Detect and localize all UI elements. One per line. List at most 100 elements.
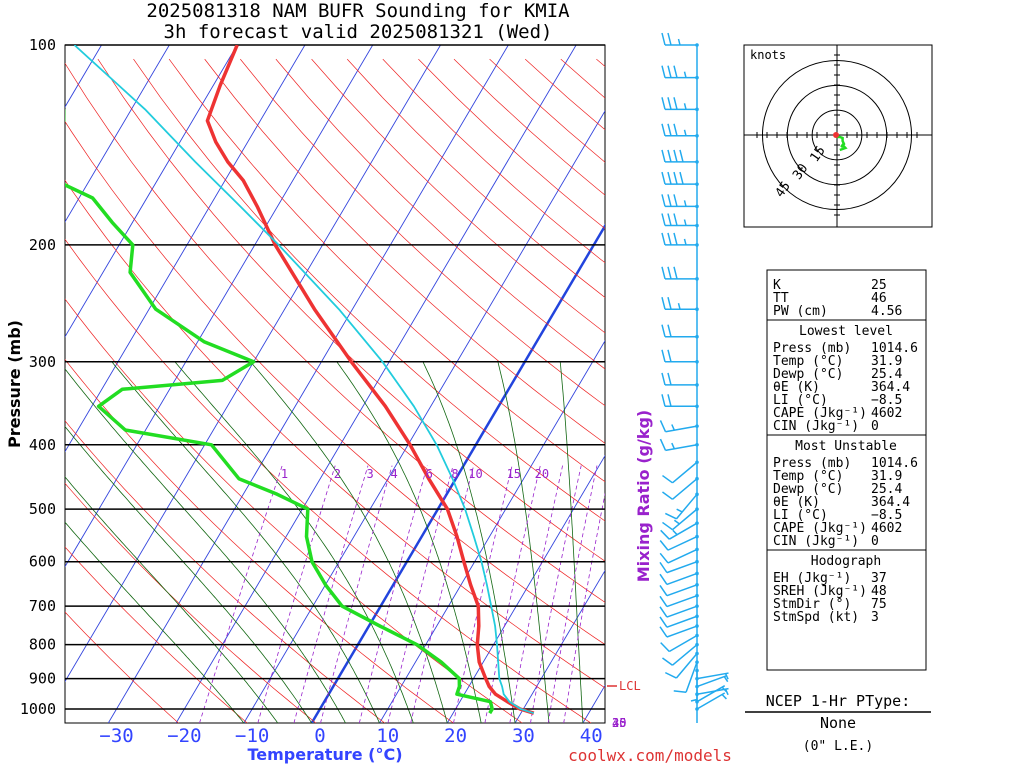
dry-adiabat-line xyxy=(65,482,317,723)
isotherm-line xyxy=(65,45,238,338)
lowest-level-value: 4602 xyxy=(871,406,902,421)
wind-barb-flag xyxy=(659,420,667,433)
dry-adiabat-line xyxy=(275,58,605,370)
most-unstable-value: 1014.6 xyxy=(871,456,918,471)
moist-adiabat-line xyxy=(497,361,550,723)
mixing-ratio-line xyxy=(199,465,283,723)
wind-barb-shaft xyxy=(667,535,698,551)
wind-barb-flag xyxy=(662,521,673,531)
index-top-value: 46 xyxy=(871,291,887,306)
hodograph-ring-label: 45 xyxy=(773,179,794,200)
lowest-level-value: −8.5 xyxy=(871,393,902,408)
wind-barb-flag xyxy=(661,266,666,280)
wind-barb-half-flag xyxy=(683,200,687,207)
mixing-ratio-side-label: 25 xyxy=(612,716,626,730)
lowest-level-label: CIN (Jkg⁻¹) xyxy=(773,419,859,434)
index-top-label: PW (cm) xyxy=(773,304,828,319)
wind-barb-flag xyxy=(662,474,673,484)
wind-barb-shaft xyxy=(665,425,698,433)
most-unstable-label: Press (mb) xyxy=(773,456,851,471)
wind-barb-shaft xyxy=(672,508,698,531)
wind-barb-flag xyxy=(667,372,672,386)
wind-barb xyxy=(690,668,699,703)
moist-adiabat-line xyxy=(174,361,414,723)
wind-barb-flag xyxy=(659,606,668,618)
wind-barb-flag xyxy=(659,552,669,564)
mixing-ratio-line xyxy=(293,465,369,723)
dry-adiabat-line xyxy=(65,120,605,645)
most-unstable-label: CAPE (Jkg⁻¹) xyxy=(773,521,867,536)
wind-barb-flag xyxy=(661,149,666,163)
wind-barb-flag xyxy=(679,171,684,185)
hodograph-trace xyxy=(834,134,848,152)
pressure-tick-label: 300 xyxy=(29,353,56,371)
most-unstable-value: −8.5 xyxy=(871,508,902,523)
wind-barb-shaft xyxy=(696,674,728,688)
mixing-ratio-side-label: 30 xyxy=(612,716,626,730)
wind-barb-flag xyxy=(660,529,670,540)
wind-barb xyxy=(659,438,699,452)
isotherm-line xyxy=(65,45,374,568)
hodograph-stat-value: 75 xyxy=(871,597,887,612)
wind-barb xyxy=(661,213,699,228)
isobar-lines xyxy=(65,44,605,710)
wind-barb-shaft xyxy=(685,661,698,693)
moist-adiabat-line xyxy=(65,425,313,723)
wind-barb-half-flag xyxy=(673,519,680,525)
wind-barb xyxy=(661,372,699,387)
wind-barb-half-flag xyxy=(677,303,681,310)
parcel-trace xyxy=(73,45,535,715)
wind-barb-shaft xyxy=(666,605,698,618)
wind-barb xyxy=(659,624,699,638)
wind-barb xyxy=(695,674,729,689)
wind-barb-flag xyxy=(673,690,687,693)
moist-adiabat-line xyxy=(111,361,380,723)
wind-barb-half-flag xyxy=(676,508,683,513)
mixing-ratio-side-label: 35 xyxy=(612,716,626,730)
wind-barb xyxy=(661,65,699,80)
mixing-ratio-line xyxy=(257,465,336,723)
hodograph-stat-label: EH (Jkg⁻¹) xyxy=(773,571,851,586)
wind-barb-shaft xyxy=(675,493,698,520)
dry-adiabat-line xyxy=(65,358,454,723)
wind-barb-half-flag xyxy=(683,71,687,78)
wind-barb-half-flag xyxy=(724,673,729,680)
wind-barb-flag xyxy=(667,149,672,163)
chart-subtitle: 3h forecast valid 2025081321 (Wed) xyxy=(164,21,553,43)
wind-barb-flag xyxy=(659,616,668,628)
wind-barb-shaft xyxy=(675,653,698,679)
wind-barb-flag xyxy=(659,561,668,574)
wind-barb-flag xyxy=(667,97,672,110)
wind-barb-shaft xyxy=(696,692,726,710)
credit-link[interactable]: coolwx.com/models xyxy=(568,746,732,765)
dewpoint-trace xyxy=(65,109,494,715)
wind-barb-flag xyxy=(661,194,666,207)
most-unstable-value: 364.4 xyxy=(871,495,910,510)
wind-barb-flag xyxy=(661,349,666,362)
mixing-ratio-label: 4 xyxy=(390,467,397,481)
lowest-level-label: CAPE (Jkg⁻¹) xyxy=(773,406,867,421)
chart-title: 2025081318 NAM BUFR Sounding for KMIA xyxy=(146,0,570,22)
isotherm-line xyxy=(175,45,577,723)
moist-adiabat-line xyxy=(65,368,346,723)
wind-barb xyxy=(661,32,699,47)
isotherm-line xyxy=(243,110,605,723)
dry-adiabat-line xyxy=(97,58,605,562)
temperature-tick-label: 20 xyxy=(444,725,467,747)
wind-barb xyxy=(673,660,699,693)
lowest-level-label: Press (mb) xyxy=(773,341,851,356)
wind-barb xyxy=(662,476,699,500)
most-unstable-value: 4602 xyxy=(871,521,902,536)
lowest-level-value: 31.9 xyxy=(871,354,902,369)
mixing-ratio-line xyxy=(530,465,582,723)
most-unstable-value: 0 xyxy=(871,534,879,549)
wind-barb xyxy=(659,593,699,608)
wind-barb-flag xyxy=(659,626,668,638)
mixing-ratio-label: 10 xyxy=(468,467,482,481)
wind-barb-shaft xyxy=(672,644,698,666)
most-unstable-value: 25.4 xyxy=(871,482,902,497)
moist-adiabat-line xyxy=(65,476,279,723)
hodograph-stats-title: Hodograph xyxy=(811,554,881,569)
dry-adiabat-line xyxy=(311,58,605,334)
indices-rows: K 25 TT 46 PW (cm) 4.56 Lowest level Press (mb)… xyxy=(767,278,926,625)
